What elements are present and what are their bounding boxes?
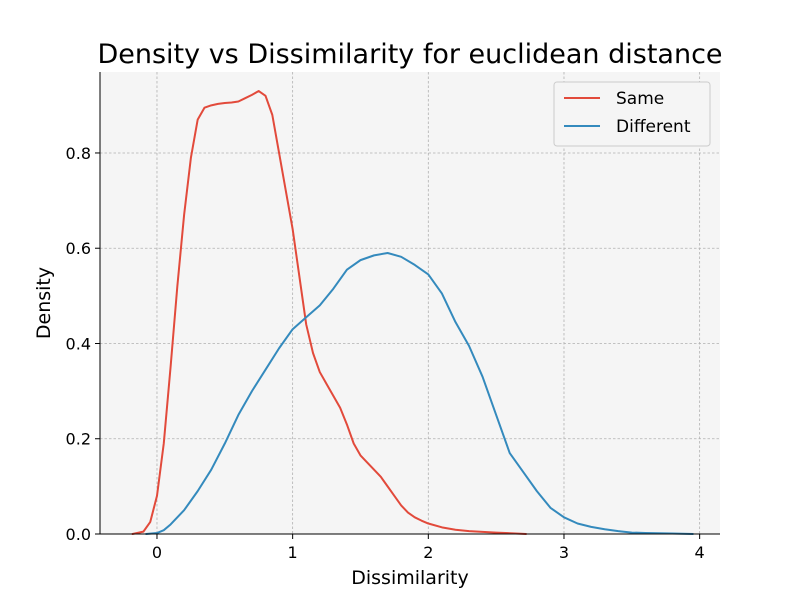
y-tick-label: 0.6 [66,239,91,258]
legend-label: Different [616,117,691,137]
x-axis-label: Dissimilarity [351,567,468,589]
chart-title: Density vs Dissimilarity for euclidean d… [97,39,722,70]
series-line-different [145,251,694,535]
legend: Same Different [553,81,711,147]
y-tick-label: 0.4 [66,334,91,353]
y-tick-label: 0.0 [66,525,91,544]
x-tick-label: 2 [423,543,433,562]
axis-ticks: 0 1 2 3 4 0.0 0.2 0.4 0.6 0.8 [66,144,705,562]
legend-label: Same [616,89,664,109]
x-tick-label: 3 [559,543,569,562]
y-axis-label: Density [33,267,55,339]
y-tick-label: 0.8 [66,144,91,163]
y-tick-label: 0.2 [66,430,91,449]
grid [100,72,720,535]
plot-area [100,72,720,534]
x-tick-label: 4 [695,543,705,562]
x-tick-label: 1 [288,543,298,562]
series-line-same [131,90,527,535]
series-layer [131,90,694,535]
x-tick-label: 0 [152,543,162,562]
